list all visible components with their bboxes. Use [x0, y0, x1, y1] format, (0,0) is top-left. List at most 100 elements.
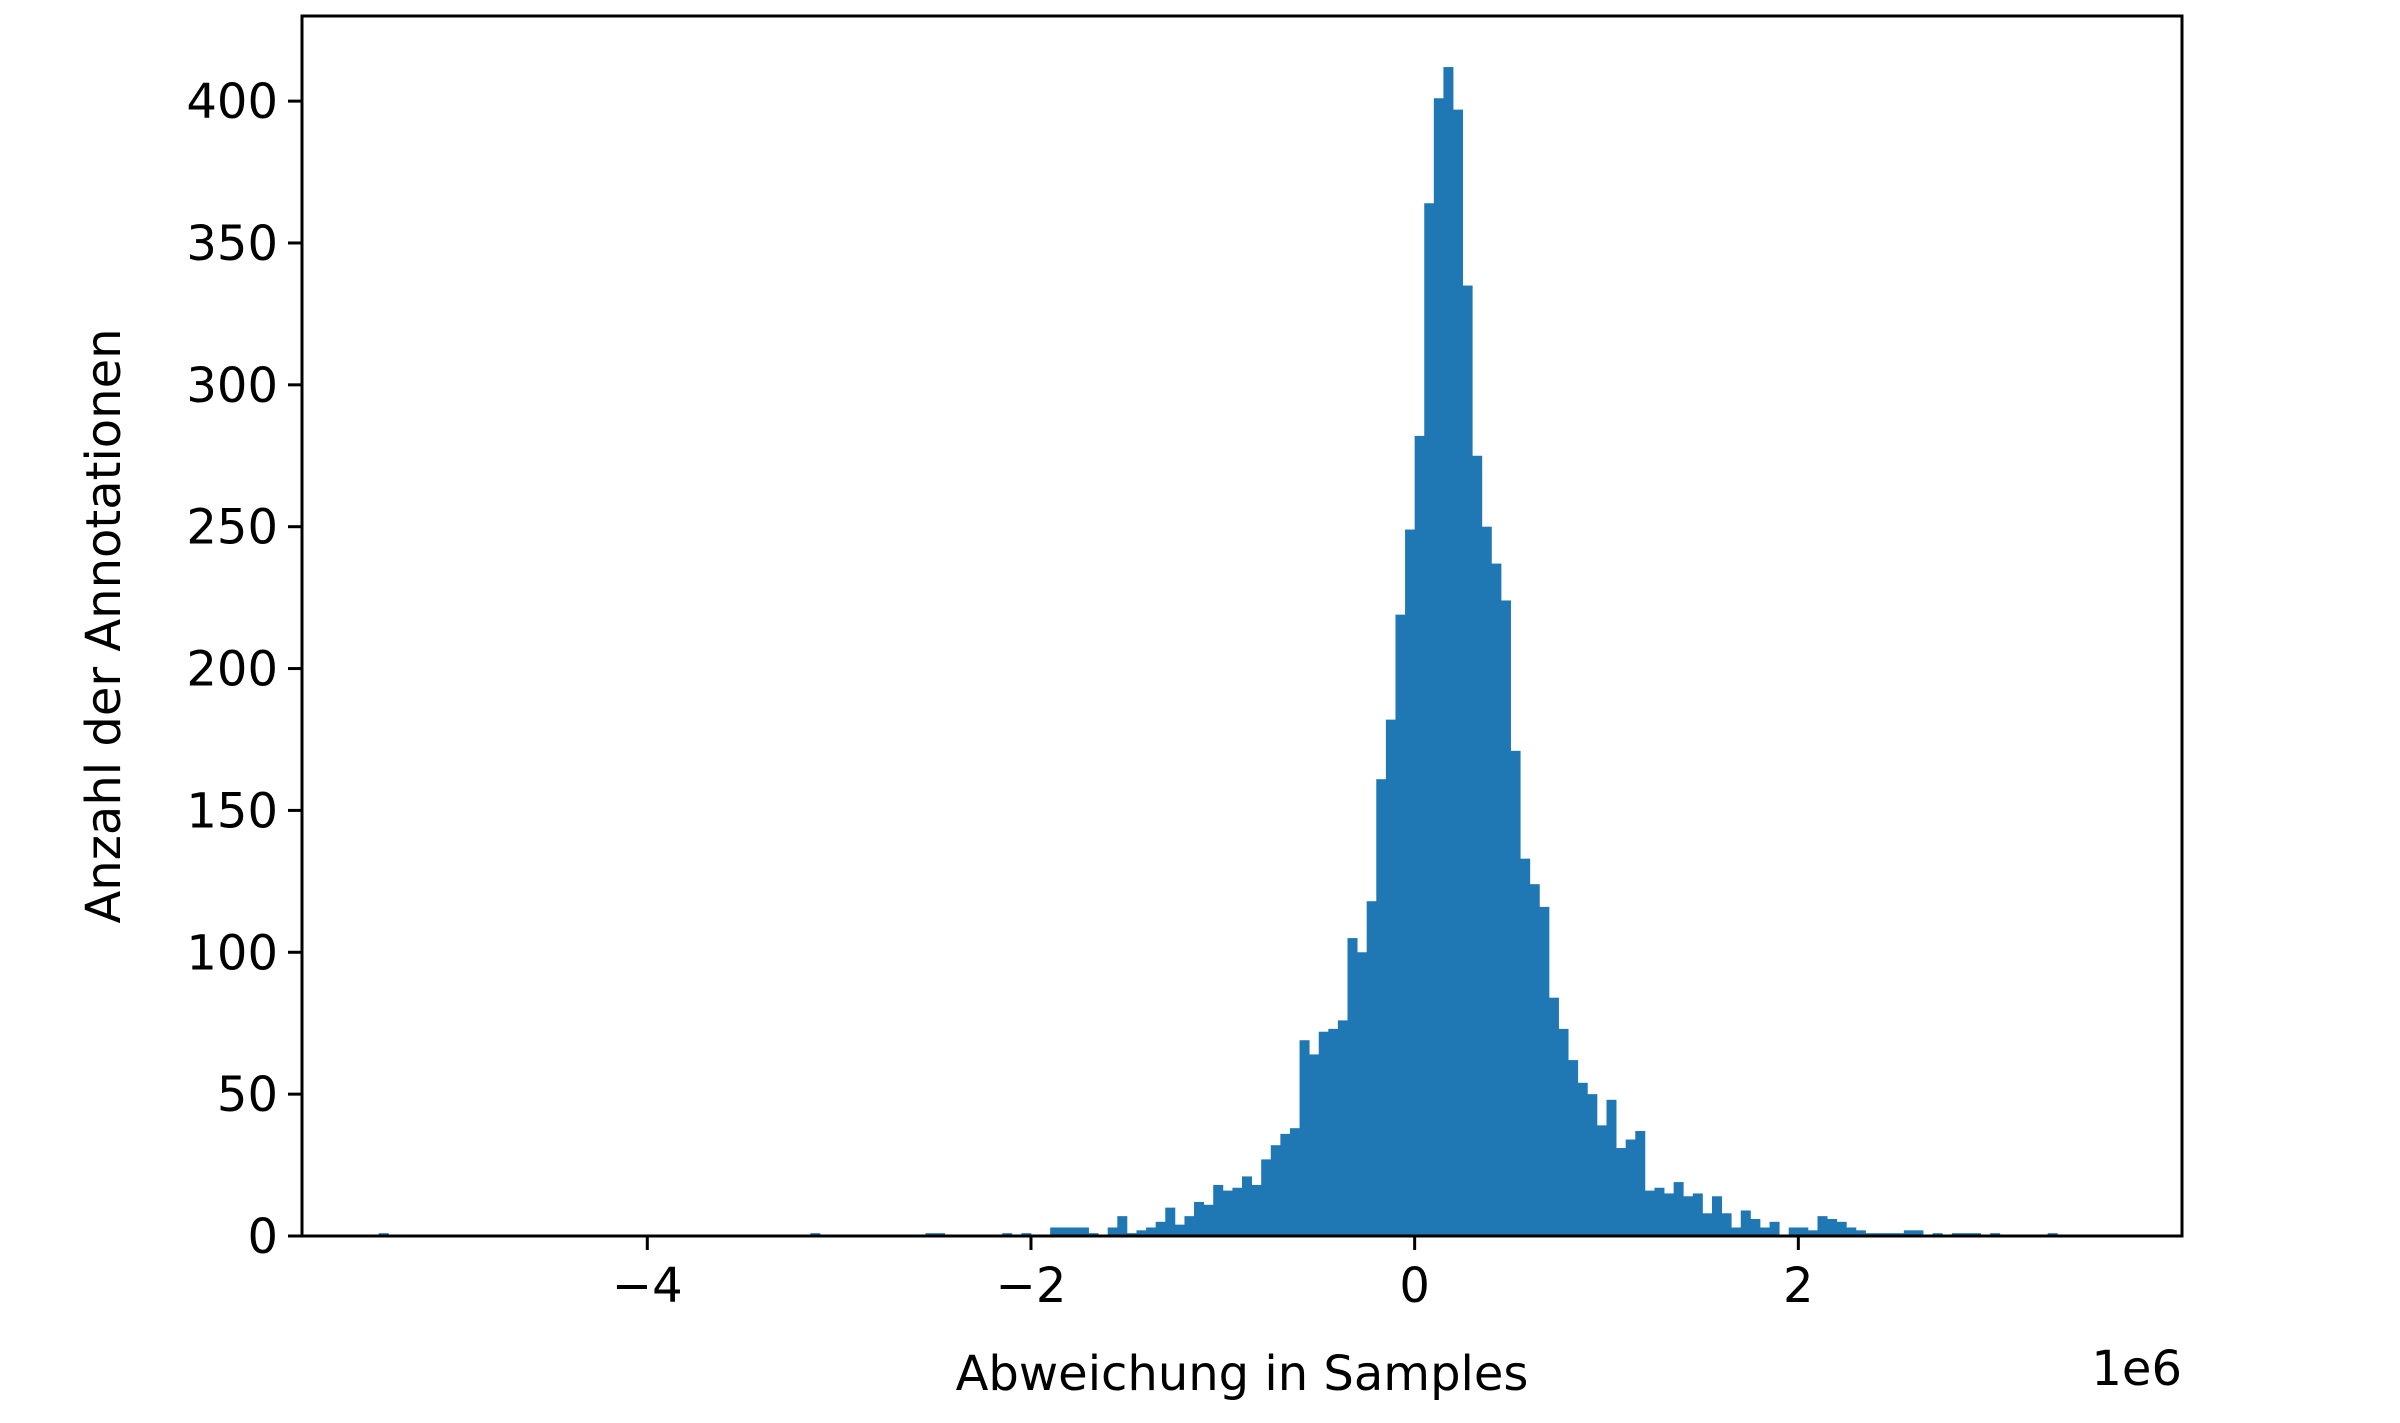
histogram-bar — [1184, 1216, 1195, 1236]
histogram-bar — [1337, 1020, 1348, 1236]
histogram-bar — [1433, 98, 1444, 1237]
x-tick-label: 0 — [1399, 1258, 1430, 1314]
x-tick-label: −2 — [996, 1258, 1067, 1314]
histogram-bar — [1251, 1184, 1262, 1236]
y-tick-label: 50 — [217, 1067, 278, 1123]
y-tick-label: 0 — [247, 1209, 278, 1265]
histogram-bar — [1606, 1099, 1617, 1236]
histogram-bar — [1673, 1182, 1684, 1236]
histogram-bar — [1270, 1145, 1281, 1236]
histogram-bar — [1702, 1213, 1713, 1236]
histogram-bar — [1491, 563, 1502, 1236]
histogram-bar — [1165, 1207, 1176, 1236]
histogram-bar — [1548, 997, 1559, 1236]
histogram-bar — [1664, 1193, 1675, 1236]
histogram-bar — [1078, 1227, 1089, 1236]
x-tick-label: −4 — [612, 1258, 683, 1314]
histogram-bar — [1395, 614, 1406, 1236]
histogram-bar — [1424, 203, 1435, 1236]
histogram-bar — [1616, 1148, 1627, 1236]
histogram-bar — [1500, 600, 1511, 1236]
histogram-bar — [1414, 435, 1425, 1236]
y-tick-label: 400 — [186, 74, 278, 130]
histogram-bar — [1731, 1227, 1742, 1236]
histogram-bar — [1539, 906, 1550, 1236]
histogram-bar — [1759, 1227, 1770, 1236]
histogram-bar — [1289, 1128, 1300, 1236]
histogram-bar — [1222, 1190, 1233, 1236]
histogram-bar — [1827, 1218, 1838, 1236]
histogram-bar — [1625, 1139, 1636, 1236]
y-tick-label: 100 — [186, 925, 278, 981]
histogram-bar — [1328, 1028, 1339, 1236]
histogram-bar — [1635, 1131, 1646, 1236]
histogram-bar — [1846, 1227, 1857, 1236]
histogram-bar — [1740, 1210, 1751, 1236]
histogram-bar — [1155, 1221, 1166, 1236]
histogram-bar — [1462, 285, 1473, 1236]
histogram-bar — [1855, 1230, 1866, 1236]
histogram-bar — [1558, 1028, 1569, 1236]
y-axis-label: Anzahl der Annotationen — [76, 328, 132, 923]
histogram-bar — [1836, 1221, 1847, 1236]
histogram-bar — [1347, 938, 1358, 1236]
histogram-bar — [1280, 1133, 1291, 1236]
histogram-bar — [1683, 1196, 1694, 1236]
histogram-bar — [1587, 1094, 1598, 1236]
histogram-bar — [1750, 1218, 1761, 1236]
histogram-bar — [1481, 526, 1492, 1236]
x-axis-label: Abweichung in Samples — [956, 1346, 1529, 1402]
histogram-bar — [1721, 1213, 1732, 1236]
histogram-bar — [1232, 1187, 1243, 1236]
histogram-bar — [1644, 1190, 1655, 1236]
histogram-bar — [1529, 884, 1540, 1236]
histogram-bar — [1654, 1187, 1665, 1236]
histogram-bar — [1769, 1221, 1780, 1236]
histogram-bar — [1376, 779, 1387, 1236]
y-tick-label: 300 — [186, 358, 278, 414]
y-axis-ticks: 0 50 100 150 200 250 300 350 400 — [186, 74, 302, 1265]
histogram-bar — [1318, 1031, 1329, 1236]
histogram-bar — [1366, 901, 1377, 1236]
y-tick-label: 200 — [186, 642, 278, 698]
histogram-bar — [1069, 1227, 1080, 1236]
histogram-bar — [1692, 1193, 1703, 1236]
histogram-bar — [1596, 1125, 1607, 1236]
histogram-bar — [1903, 1230, 1914, 1236]
histogram-bar — [1443, 67, 1454, 1236]
histogram-bar — [1405, 529, 1416, 1236]
x-axis-ticks: −4 −2 0 2 — [612, 1236, 1814, 1314]
histogram-bars — [378, 67, 2058, 1237]
histogram-bar — [1146, 1227, 1157, 1236]
x-tick-label: 2 — [1783, 1258, 1814, 1314]
histogram-bar — [1117, 1216, 1128, 1236]
histogram-bar — [1788, 1227, 1799, 1236]
histogram-bar — [1453, 109, 1464, 1236]
y-tick-label: 350 — [186, 216, 278, 272]
histogram-bar — [1059, 1227, 1070, 1236]
histogram-bar — [1510, 750, 1521, 1236]
histogram-bar — [1309, 1054, 1320, 1236]
histogram-bar — [1174, 1224, 1185, 1236]
histogram-bar — [1203, 1204, 1214, 1236]
histogram-bar — [1807, 1230, 1818, 1236]
histogram-bar — [1577, 1082, 1588, 1236]
y-tick-label: 250 — [186, 500, 278, 556]
histogram-bar — [1107, 1227, 1118, 1236]
histogram-bar — [1472, 455, 1483, 1236]
y-tick-label: 150 — [186, 783, 278, 839]
plot-frame — [300, 14, 2184, 1238]
histogram-bar — [1817, 1216, 1828, 1236]
histogram-bar — [1357, 952, 1368, 1236]
histogram-bar — [1520, 858, 1531, 1236]
histogram-bar — [1385, 719, 1396, 1236]
histogram-bar — [1242, 1176, 1252, 1236]
histogram-bar — [1299, 1040, 1310, 1236]
histogram-bar — [1136, 1230, 1147, 1236]
histogram-bar — [1913, 1230, 1924, 1236]
histogram-bar — [1050, 1227, 1061, 1236]
histogram-bar — [1712, 1196, 1722, 1236]
histogram-bar — [1194, 1201, 1205, 1236]
histogram-bar — [1798, 1227, 1809, 1236]
